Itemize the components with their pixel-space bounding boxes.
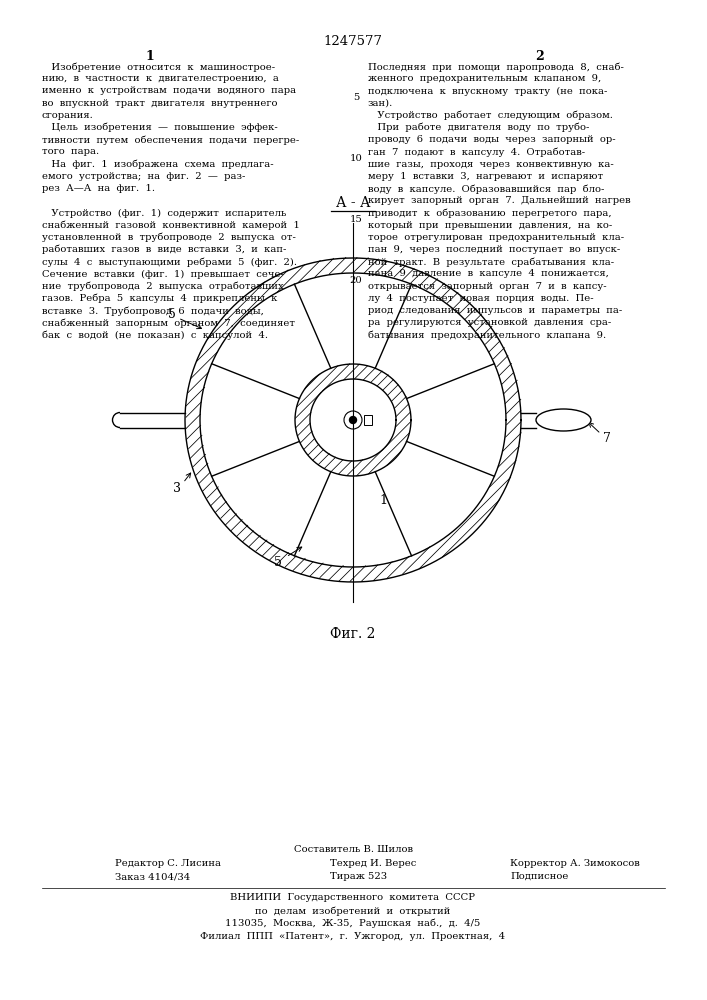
Text: шие  газы,  проходя  через  конвективную  ка-: шие газы, проходя через конвективную ка- bbox=[368, 160, 614, 169]
Text: нию,  в  частности  к  двигателестроению,  а: нию, в частности к двигателестроению, а bbox=[42, 74, 279, 83]
Text: Последняя  при  помощи  паропровода  8,  снаб-: Последняя при помощи паропровода 8, снаб… bbox=[368, 62, 624, 72]
Text: того  пара.: того пара. bbox=[42, 147, 99, 156]
Circle shape bbox=[349, 416, 356, 424]
Text: 1247577: 1247577 bbox=[324, 35, 382, 48]
Text: Составитель В. Шилов: Составитель В. Шилов bbox=[293, 845, 412, 854]
Text: меру  1  вставки  3,  нагревают  и  испаряют: меру 1 вставки 3, нагревают и испаряют bbox=[368, 172, 603, 181]
Text: 10: 10 bbox=[349, 154, 363, 163]
Text: работавших  газов  в  виде  вставки  3,  и  кап-: работавших газов в виде вставки 3, и кап… bbox=[42, 245, 286, 254]
Text: Изобретение  относится  к  машинострое-: Изобретение относится к машинострое- bbox=[42, 62, 275, 72]
Text: А - А: А - А bbox=[336, 196, 370, 210]
Text: 5: 5 bbox=[168, 308, 176, 322]
Text: При  работе  двигателя  воду  по  трубо-: При работе двигателя воду по трубо- bbox=[368, 123, 590, 132]
Text: 2: 2 bbox=[536, 50, 544, 63]
Text: проводу  6  подачи  воды  через  запорный  ор-: проводу 6 подачи воды через запорный ор- bbox=[368, 135, 616, 144]
Text: подключена  к  впускному  тракту  (не  пока-: подключена к впускному тракту (не пока- bbox=[368, 86, 607, 96]
Text: ние  трубопровода  2  выпуска  отработавших: ние трубопровода 2 выпуска отработавших bbox=[42, 282, 284, 291]
Text: лу  4  поступает  новая  порция  воды.  Пе-: лу 4 поступает новая порция воды. Пе- bbox=[368, 294, 594, 303]
Text: женного  предохранительным  клапаном  9,: женного предохранительным клапаном 9, bbox=[368, 74, 601, 83]
Text: риод  следования  импульсов  и  параметры  па-: риод следования импульсов и параметры па… bbox=[368, 306, 622, 315]
Text: пан  9,  через  последний  поступает  во  впуск-: пан 9, через последний поступает во впус… bbox=[368, 245, 620, 254]
Text: установленной  в  трубопроводе  2  выпуска  от-: установленной в трубопроводе 2 выпуска о… bbox=[42, 233, 296, 242]
Text: батывания  предохранительного  клапана  9.: батывания предохранительного клапана 9. bbox=[368, 330, 606, 340]
Text: воду  в  капсуле.  Образовавшийся  пар  бло-: воду в капсуле. Образовавшийся пар бло- bbox=[368, 184, 604, 194]
Text: по  делам  изобретений  и  открытий: по делам изобретений и открытий bbox=[255, 906, 450, 916]
Text: который  при  превышении  давления,  на  ко-: который при превышении давления, на ко- bbox=[368, 221, 612, 230]
Text: пана  9  давление  в  капсуле  4  понижается,: пана 9 давление в капсуле 4 понижается, bbox=[368, 269, 609, 278]
Text: сгорания.: сгорания. bbox=[42, 111, 94, 120]
Text: Филиал  ППП  «Патент»,  г.  Ужгород,  ул.  Проектная,  4: Филиал ППП «Патент», г. Ужгород, ул. Про… bbox=[201, 932, 506, 941]
FancyBboxPatch shape bbox=[364, 415, 372, 425]
Text: снабженный  запорным  органом  7,  соединяет: снабженный запорным органом 7, соединяет bbox=[42, 318, 295, 328]
Text: торое  отрегулирован  предохранительный  кла-: торое отрегулирован предохранительный кл… bbox=[368, 233, 624, 242]
Text: газов.  Ребра  5  капсулы  4  прикреплены  к: газов. Ребра 5 капсулы 4 прикреплены к bbox=[42, 294, 277, 303]
Text: Заказ 4104/34: Заказ 4104/34 bbox=[115, 872, 190, 881]
Ellipse shape bbox=[536, 409, 591, 431]
Text: тивности  путем  обеспечения  подачи  перегре-: тивности путем обеспечения подачи перегр… bbox=[42, 135, 299, 145]
Text: Корректор А. Зимокосов: Корректор А. Зимокосов bbox=[510, 859, 640, 868]
Text: Редактор С. Лисина: Редактор С. Лисина bbox=[115, 859, 221, 868]
Text: бак  с  водой  (не  показан)  с  капсулой  4.: бак с водой (не показан) с капсулой 4. bbox=[42, 330, 268, 340]
Text: ВНИИПИ  Государственного  комитета  СССР: ВНИИПИ Государственного комитета СССР bbox=[230, 893, 476, 902]
Text: Цель  изобретения  —  повышение  эффек-: Цель изобретения — повышение эффек- bbox=[42, 123, 278, 132]
Text: во  впускной  тракт  двигателя  внутреннего: во впускной тракт двигателя внутреннего bbox=[42, 99, 278, 108]
Text: рез  А—А  на  фиг.  1.: рез А—А на фиг. 1. bbox=[42, 184, 155, 193]
Ellipse shape bbox=[183, 256, 523, 584]
Text: 113035,  Москва,  Ж-35,  Раушская  наб.,  д.  4/5: 113035, Москва, Ж-35, Раушская наб., д. … bbox=[226, 919, 481, 928]
Text: Устройство  (фиг.  1)  содержит  испаритель: Устройство (фиг. 1) содержит испаритель bbox=[42, 208, 286, 218]
Text: 5: 5 bbox=[274, 556, 282, 568]
Text: 1: 1 bbox=[146, 50, 154, 63]
Text: кирует  запорный  орган  7.  Дальнейший  нагрев: кирует запорный орган 7. Дальнейший нагр… bbox=[368, 196, 631, 205]
Text: ной  тракт.  В  результате  срабатывания  кла-: ной тракт. В результате срабатывания кла… bbox=[368, 257, 614, 267]
Text: Тираж 523: Тираж 523 bbox=[330, 872, 387, 881]
Text: 20: 20 bbox=[350, 276, 363, 285]
Text: Подписное: Подписное bbox=[510, 872, 568, 881]
Text: ган  7  подают  в  капсулу  4.  Отработав-: ган 7 подают в капсулу 4. Отработав- bbox=[368, 147, 585, 157]
Text: 5: 5 bbox=[353, 93, 359, 102]
Text: вставке  3.  Трубопровод  6  подачи  воды,: вставке 3. Трубопровод 6 подачи воды, bbox=[42, 306, 264, 316]
Text: открывается  запорный  орган  7  и  в  капсу-: открывается запорный орган 7 и в капсу- bbox=[368, 282, 607, 291]
Text: ра  регулируются  установкой  давления  сра-: ра регулируются установкой давления сра- bbox=[368, 318, 612, 327]
Text: Сечение  вставки  (фиг.  1)  превышает  сече-: Сечение вставки (фиг. 1) превышает сече- bbox=[42, 269, 284, 279]
Text: 3: 3 bbox=[173, 482, 181, 494]
Text: снабженный  газовой  конвективной  камерой  1: снабженный газовой конвективной камерой … bbox=[42, 221, 300, 230]
Text: зан).: зан). bbox=[368, 99, 393, 108]
Text: На  фиг.  1  изображена  схема  предлага-: На фиг. 1 изображена схема предлага- bbox=[42, 160, 274, 169]
Text: емого  устройства;  на  фиг.  2  —  раз-: емого устройства; на фиг. 2 — раз- bbox=[42, 172, 245, 181]
Text: сулы  4  с  выступающими  ребрами  5  (фиг.  2).: сулы 4 с выступающими ребрами 5 (фиг. 2)… bbox=[42, 257, 297, 267]
Text: Техред И. Верес: Техред И. Верес bbox=[330, 859, 416, 868]
Text: 1: 1 bbox=[379, 494, 387, 508]
Text: именно  к  устройствам  подачи  водяного  пара: именно к устройствам подачи водяного пар… bbox=[42, 86, 296, 95]
Text: Фиг. 2: Фиг. 2 bbox=[330, 627, 375, 641]
Text: Устройство  работает  следующим  образом.: Устройство работает следующим образом. bbox=[368, 111, 613, 120]
Text: приводит  к  образованию  перегретого  пара,: приводит к образованию перегретого пара, bbox=[368, 208, 612, 218]
Text: 7: 7 bbox=[603, 432, 611, 444]
Text: 15: 15 bbox=[349, 215, 363, 224]
